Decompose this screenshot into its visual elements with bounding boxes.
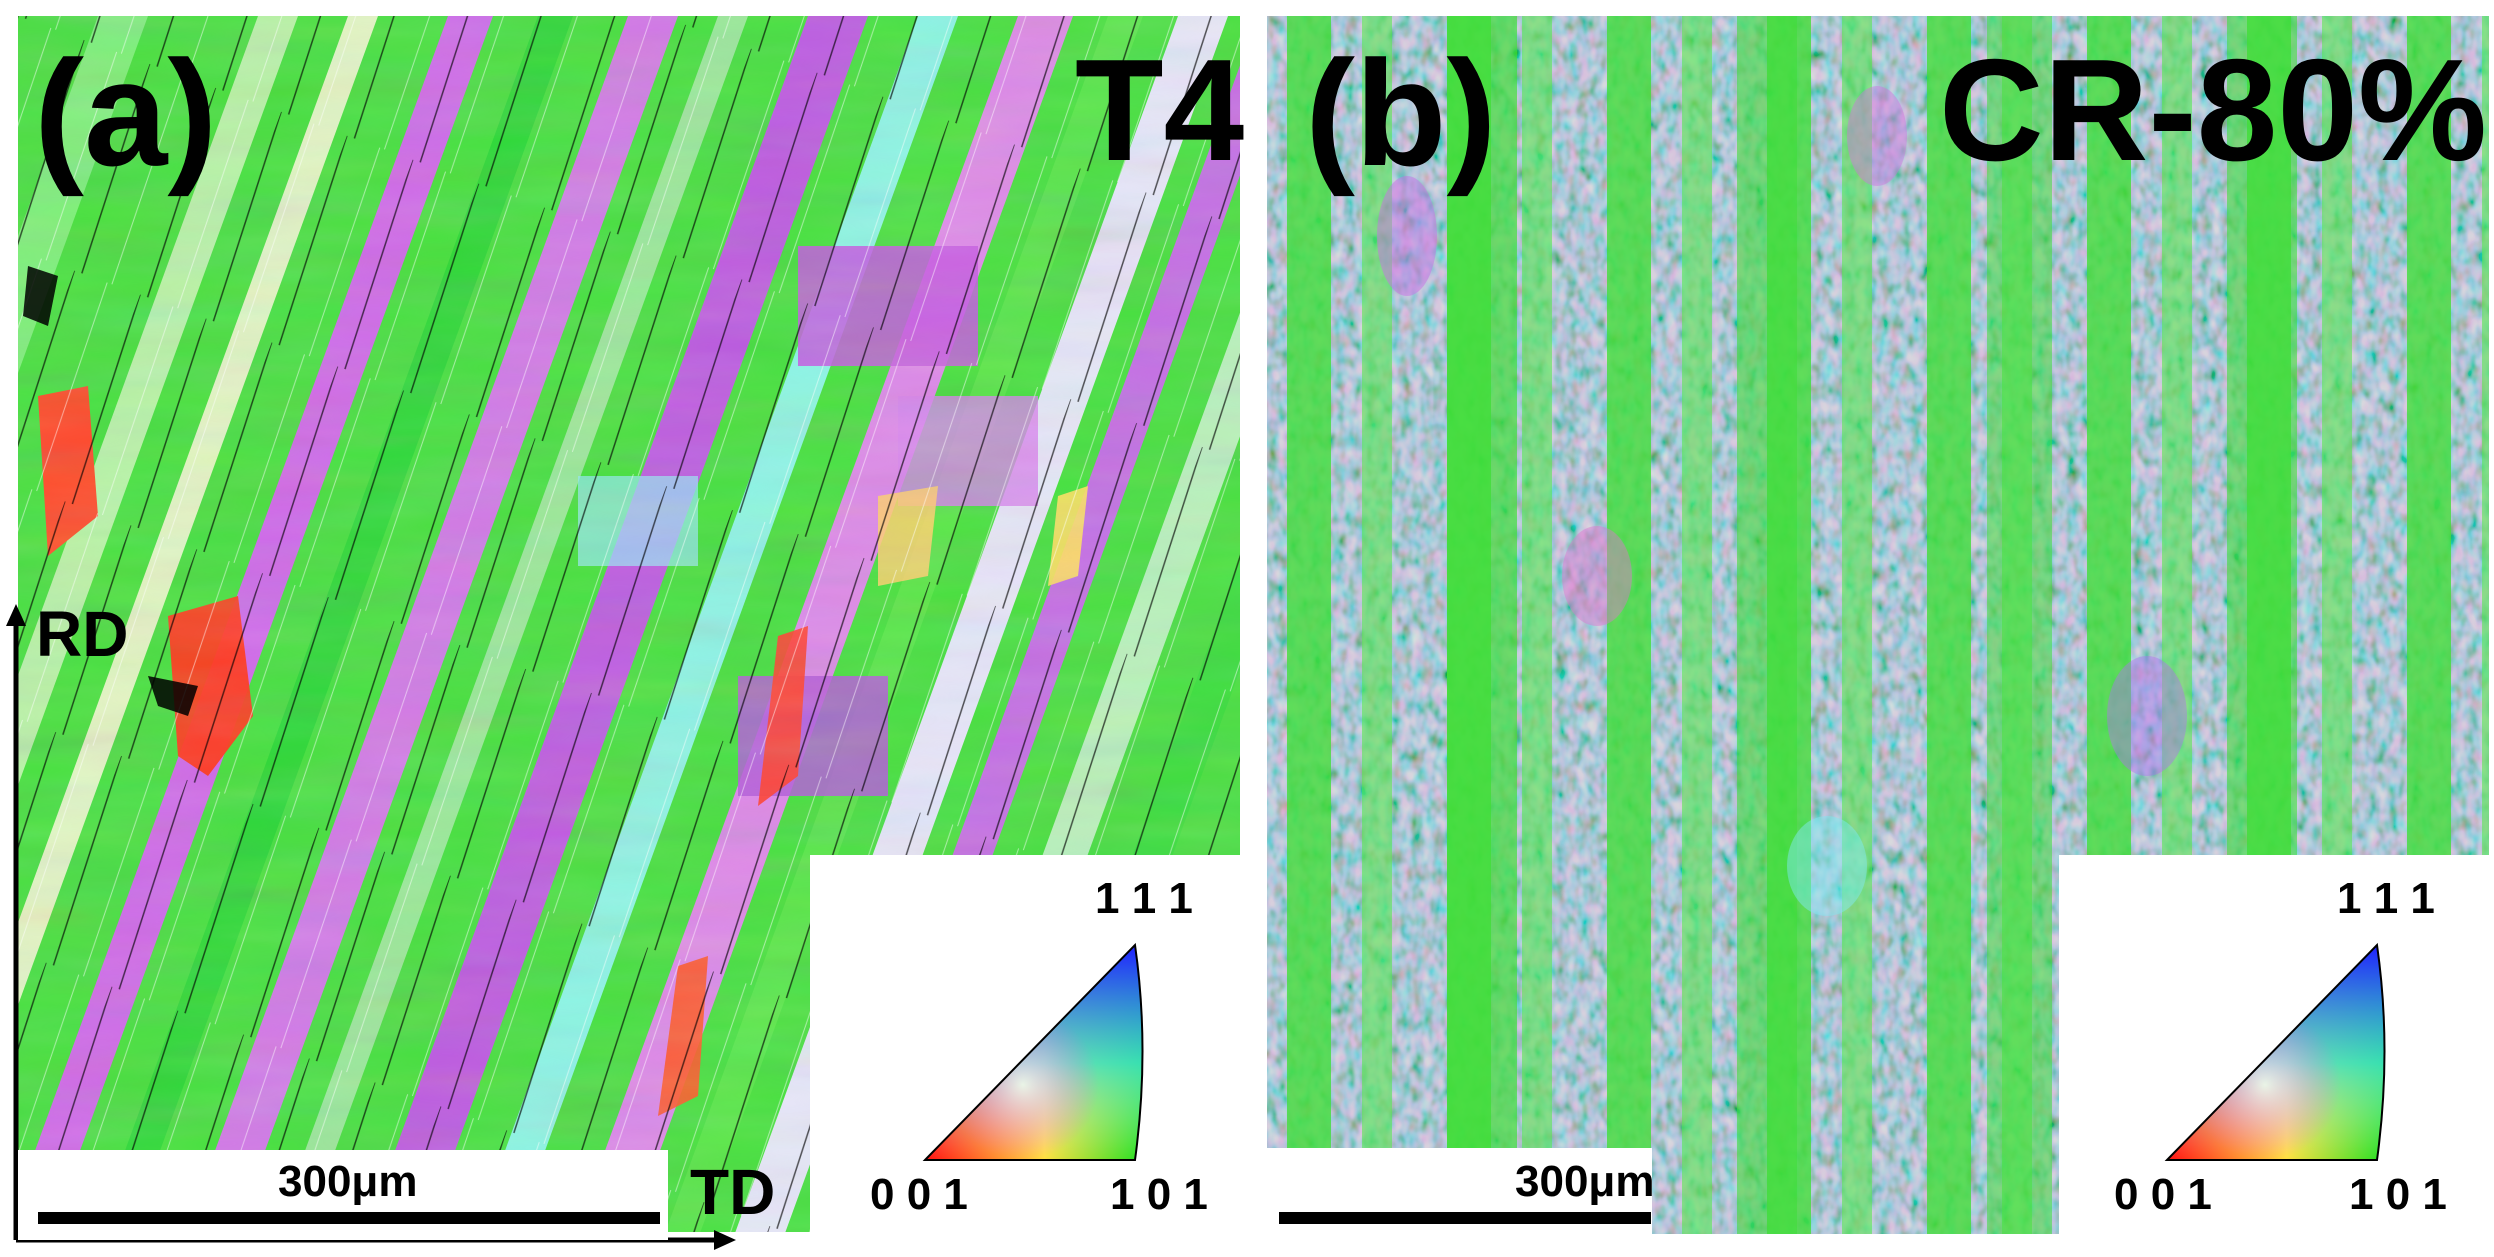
ipf-legend-b: 1 1 1 0 0 1 1 0 1	[2059, 855, 2494, 1257]
pole-001-b: 0 0 1	[2114, 1170, 2212, 1219]
pole-101-b: 1 0 1	[2349, 1170, 2447, 1219]
ipf-triangle-b	[2164, 942, 2386, 1161]
pole-111-a: 1 1 1	[1095, 874, 1193, 923]
panel-a-condition: T4	[1075, 29, 1245, 191]
panel-a: (a) T4	[6, 16, 1247, 1257]
rd-td-axes	[6, 604, 736, 1250]
rd-arrow-head	[6, 604, 26, 626]
scalebar-b-line	[1279, 1212, 1651, 1224]
panel-b-condition: CR-80%	[1939, 29, 2487, 191]
scalebar-a-backdrop	[18, 1150, 668, 1240]
pole-001-a: 0 0 1	[870, 1170, 968, 1219]
panel-a-letter: (a)	[34, 29, 218, 197]
panel-b: (b) CR-80%	[1247, 0, 2494, 1257]
scalebar-a-line	[38, 1212, 660, 1224]
rd-label: RD	[36, 598, 129, 670]
ipf-triangle-a	[922, 942, 1144, 1161]
td-label: TD	[690, 1156, 776, 1228]
scalebar-a-text: 300μm	[278, 1157, 418, 1206]
td-arrow-head	[714, 1230, 736, 1250]
ipf-legend-a: 1 1 1 0 0 1 1 0 1	[810, 855, 1247, 1257]
panel-b-letter: (b)	[1305, 29, 1497, 197]
pole-111-b: 1 1 1	[2337, 874, 2435, 923]
scalebar-b-text: 300μm	[1515, 1157, 1655, 1206]
map-b-cutout-left	[1267, 1148, 1652, 1257]
pole-101-a: 1 0 1	[1110, 1170, 1208, 1219]
